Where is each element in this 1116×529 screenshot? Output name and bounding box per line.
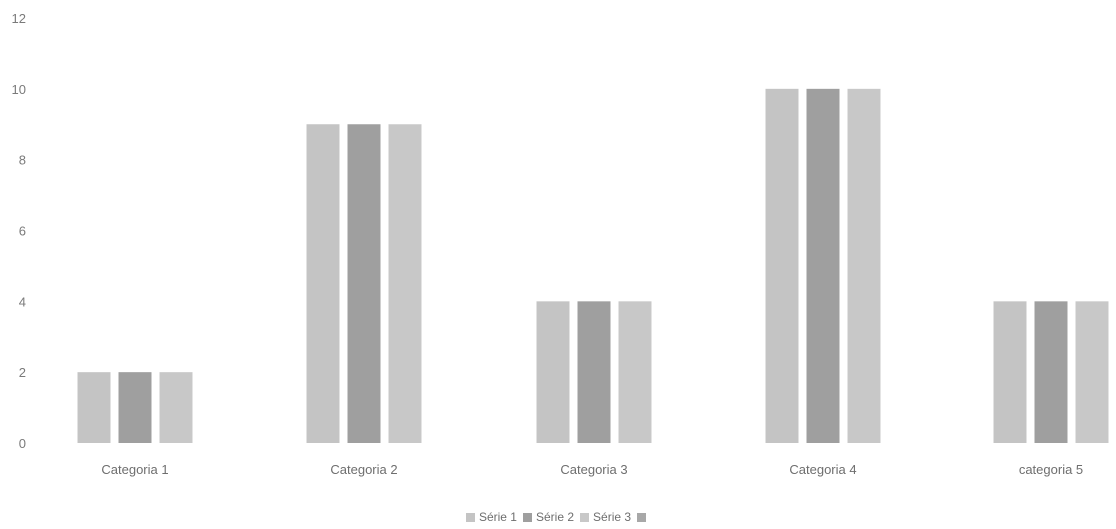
y-tick-label: 0: [19, 436, 26, 451]
bar-series-2-category-1: [118, 372, 152, 443]
x-category-label: Categoria 4: [789, 462, 856, 477]
y-tick-label: 4: [19, 294, 26, 309]
bar-series-1-category-4: [765, 88, 799, 443]
y-tick-label: 6: [19, 224, 26, 239]
bar-series-2-category-3: [577, 301, 611, 443]
legend-swatch: [637, 512, 647, 522]
bar-series-1-category-5: [993, 301, 1027, 443]
x-category-label: categoria 5: [1019, 462, 1083, 477]
legend-swatch: [465, 512, 475, 522]
x-category-label: Categoria 1: [101, 462, 168, 477]
x-category-label: Categoria 3: [560, 462, 627, 477]
bar-series-1-category-1: [77, 372, 111, 443]
bar-series-3-category-5: [1075, 301, 1109, 443]
y-axis: 0 2 4 6 8 10 12: [12, 11, 26, 451]
y-tick-label: 2: [19, 365, 26, 380]
y-tick-label: 12: [12, 11, 26, 26]
bar-series-1-category-2: [306, 124, 340, 443]
bar-series-1-category-3: [536, 301, 570, 443]
y-tick-label: 8: [19, 153, 26, 168]
bar-series-3-category-4: [847, 88, 881, 443]
legend-item-extra: [637, 512, 650, 522]
bar-series-2-category-4: [806, 88, 840, 443]
bar-group: [77, 88, 1109, 443]
bar-series-3-category-2: [388, 124, 422, 443]
bar-series-3-category-1: [159, 372, 193, 443]
chart-legend: Série 1 Série 2 Série 3: [0, 510, 1116, 524]
x-category-label: Categoria 2: [330, 462, 397, 477]
legend-label: Série 2: [535, 510, 575, 524]
legend-item: Série 3: [580, 510, 631, 524]
legend-label: Série 3: [593, 510, 632, 524]
bar-series-3-category-3: [618, 301, 652, 443]
legend-item: Série 2: [522, 510, 575, 524]
y-tick-label: 10: [12, 82, 26, 97]
x-axis: Categoria 1 Categoria 2 Categoria 3 Categor…: [101, 462, 1083, 477]
legend-swatch: [580, 512, 590, 522]
legend-swatch: [522, 512, 532, 522]
bar-series-2-category-5: [1034, 301, 1068, 443]
bar-series-2-category-2: [347, 124, 381, 443]
legend-item: Série 1: [465, 510, 517, 524]
legend-label: Série 1: [478, 510, 517, 524]
